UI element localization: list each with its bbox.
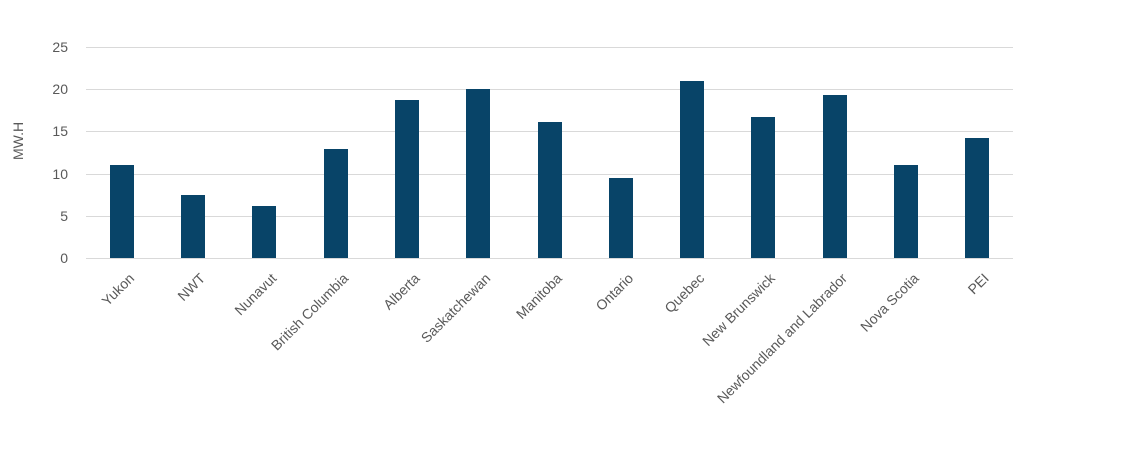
x-tick-label: Nova Scotia	[857, 270, 922, 335]
x-tick-label: PEI	[964, 270, 992, 298]
bar	[751, 117, 775, 258]
bar	[965, 138, 989, 258]
bar	[110, 165, 134, 258]
y-axis-label: MW.H	[10, 121, 26, 160]
gridline	[86, 89, 1013, 90]
y-tick-label: 25	[52, 39, 68, 55]
x-tick-label: Yukon	[98, 270, 138, 309]
x-tick-label: Alberta	[379, 270, 423, 313]
y-tick-label: 0	[60, 250, 68, 266]
gridline	[86, 47, 1013, 48]
x-tick-label: Manitoba	[512, 270, 565, 323]
bar	[324, 149, 348, 258]
x-tick-label: Quebec	[661, 270, 708, 316]
bar	[538, 122, 562, 258]
y-tick-label: 20	[52, 81, 68, 97]
x-tick-label: Ontario	[592, 270, 637, 314]
bar	[466, 89, 490, 258]
gridline	[86, 258, 1013, 259]
x-tick-label: British Columbia	[267, 270, 352, 354]
x-tick-label: Nunavut	[231, 270, 280, 319]
y-tick-label: 15	[52, 123, 68, 139]
bar	[609, 178, 633, 258]
x-tick-label: Newfoundland and Labrador	[713, 270, 851, 407]
bar	[894, 165, 918, 258]
y-tick-label: 10	[52, 166, 68, 182]
x-tick-label: NWT	[174, 270, 209, 304]
bar	[823, 95, 847, 258]
bar	[395, 100, 419, 258]
x-tick-label: New Brunswick	[699, 270, 779, 349]
bar	[252, 206, 276, 258]
y-tick-label: 5	[60, 208, 68, 224]
bar	[680, 81, 704, 258]
bar	[181, 195, 205, 258]
x-tick-label: Saskatchewan	[417, 270, 494, 346]
